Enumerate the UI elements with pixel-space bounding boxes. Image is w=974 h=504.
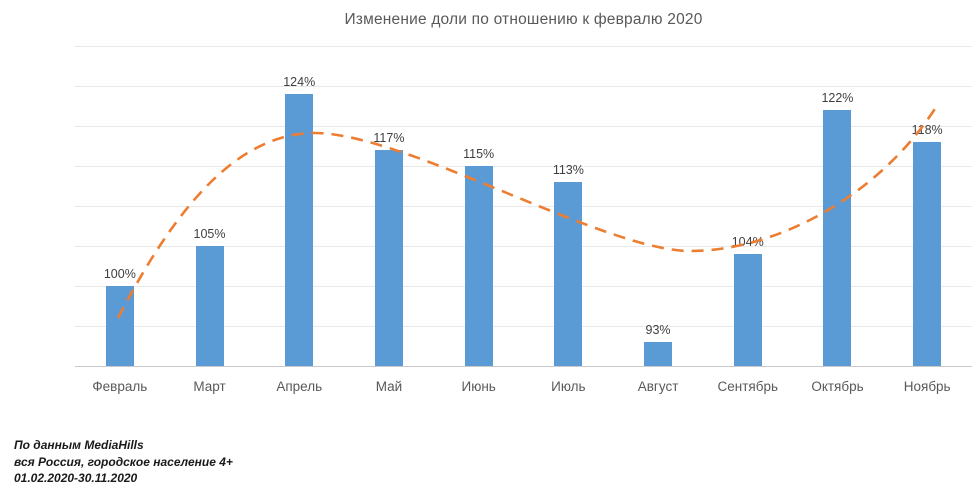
x-axis-label: Февраль (92, 379, 148, 394)
x-axis-label: Март (193, 379, 226, 394)
gridline (75, 326, 972, 327)
bar-value-label: 122% (821, 91, 854, 105)
x-axis-label: Октябрь (811, 379, 864, 394)
bar-column: 105% (165, 46, 255, 366)
bar (644, 342, 673, 366)
bar (913, 142, 942, 366)
x-axis-label: Август (637, 379, 679, 394)
bar (464, 166, 493, 366)
gridline (75, 46, 972, 47)
bar-column: 124% (254, 46, 344, 366)
bar (285, 94, 314, 366)
bar (105, 286, 134, 366)
bar-column: 100% (75, 46, 165, 366)
bar (733, 254, 762, 366)
source-note: По данным MediaHills вся Россия, городск… (14, 437, 233, 487)
bar-column: 113% (524, 46, 614, 366)
bar-column: 117% (344, 46, 434, 366)
plot-area: 100% 105% 124% 117% 115% 113% 93% 104% 122% 118% (75, 46, 972, 367)
x-axis-label: Июнь (461, 379, 496, 394)
x-axis-label: Ноябрь (903, 379, 951, 394)
bar-column: 93% (613, 46, 703, 366)
x-axis-label: Апрель (276, 379, 323, 394)
bar (195, 246, 224, 366)
bar-column: 122% (793, 46, 883, 366)
gridline (75, 86, 972, 87)
bar (554, 182, 583, 366)
bar-column: 115% (434, 46, 524, 366)
bar-value-label: 124% (283, 75, 316, 89)
x-axis-label: Сентябрь (717, 379, 779, 394)
source-line-period: 01.02.2020-30.11.2020 (14, 471, 138, 485)
x-axis-label: Май (375, 379, 403, 394)
bar-value-label: 118% (911, 123, 943, 137)
bar (374, 150, 403, 366)
chart-title: Изменение доли по отношению к февралю 20… (344, 11, 703, 28)
x-axis: Февраль Март Апрель Май Июнь Июль Август Сентяб… (75, 367, 972, 394)
x-axis-label: Июль (551, 379, 586, 394)
bar-column: 118% (882, 46, 972, 366)
bar-value-label: 93% (645, 323, 671, 337)
source-line-provider: По данным MediaHills (14, 438, 144, 452)
bar (823, 110, 852, 366)
source-line-audience: вся Россия, городское население 4+ (14, 454, 233, 469)
